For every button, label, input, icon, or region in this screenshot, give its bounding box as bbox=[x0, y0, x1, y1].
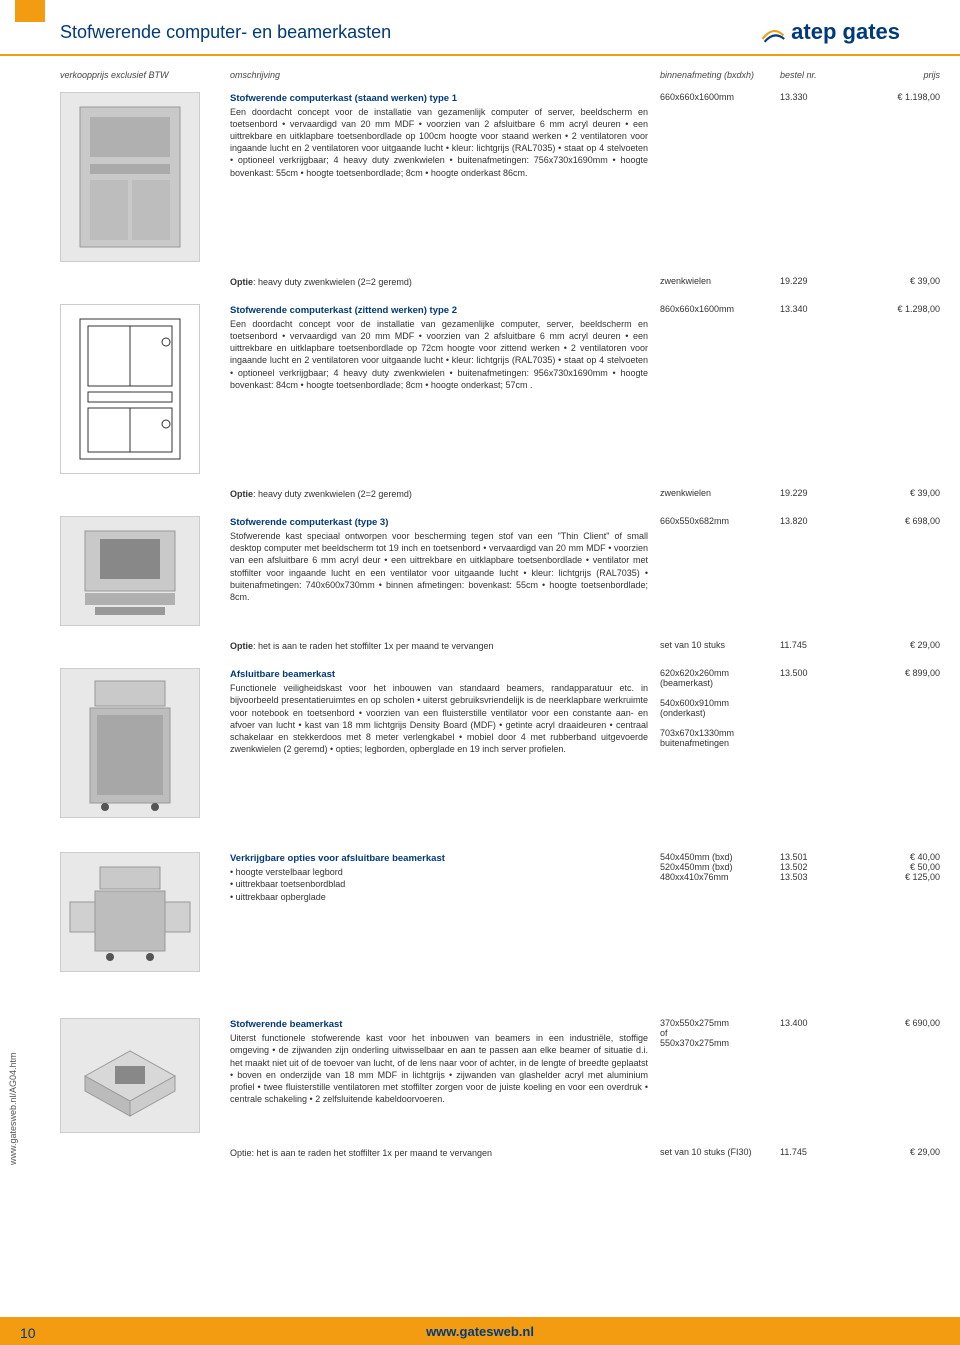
product-desc-text: Functionele veiligheidskast voor het inb… bbox=[230, 683, 648, 754]
option-dimensions: zwenkwielen bbox=[660, 488, 780, 500]
option-desc-text: : het is aan te raden het stoffilter 1x … bbox=[253, 641, 493, 651]
product-image bbox=[60, 516, 200, 626]
page-header: Stofwerende computer- en beamerkasten at… bbox=[0, 0, 960, 56]
product-desc-text: Een doordacht concept voor de installati… bbox=[230, 107, 648, 178]
product-row: Stofwerende computerkast (staand werken)… bbox=[0, 86, 960, 268]
option-description: Optie: het is aan te raden het stoffilte… bbox=[230, 1147, 660, 1159]
product-order-nr: 13.330 bbox=[780, 92, 850, 102]
option-row: Optie: heavy duty zwenkwielen (2=2 gerem… bbox=[0, 268, 960, 298]
option-order-nr: 11.745 bbox=[780, 1147, 850, 1159]
product-image-cell bbox=[60, 92, 230, 262]
product-title: Stofwerende beamerkast bbox=[230, 1019, 342, 1030]
product-image-cell bbox=[60, 668, 230, 818]
product-price: € 698,00 bbox=[850, 516, 940, 526]
option-desc-text: : heavy duty zwenkwielen (2=2 geremd) bbox=[253, 489, 412, 499]
product-row: Verkrijgbare opties voor afsluitbare bea… bbox=[0, 824, 960, 978]
product-title: Stofwerende computerkast (type 3) bbox=[230, 517, 388, 528]
product-order-nr: 13.340 bbox=[780, 304, 850, 314]
col-price-ex-vat: verkoopprijs exclusief BTW bbox=[60, 70, 230, 80]
product-description: Afsluitbare beamerkast Functionele veili… bbox=[230, 668, 660, 755]
product-image bbox=[60, 92, 200, 262]
option-row: Optie: heavy duty zwenkwielen (2=2 gerem… bbox=[0, 480, 960, 510]
product-image bbox=[60, 304, 200, 474]
product-desc-text: Stofwerende kast speciaal ontworpen voor… bbox=[230, 531, 648, 602]
product-description: Stofwerende computerkast (zittend werken… bbox=[230, 304, 660, 391]
option-label: Optie bbox=[230, 1148, 252, 1158]
product-order-nr: 13.501 13.502 13.503 bbox=[780, 852, 850, 882]
product-image-cell bbox=[60, 516, 230, 626]
product-image bbox=[60, 668, 200, 818]
option-row: Optie: het is aan te raden het stoffilte… bbox=[0, 1139, 960, 1169]
option-description: Optie: heavy duty zwenkwielen (2=2 gerem… bbox=[230, 276, 660, 288]
product-row: Stofwerende beamerkast Uiterst functione… bbox=[0, 978, 960, 1139]
column-headers: verkoopprijs exclusief BTW omschrijving … bbox=[0, 56, 960, 86]
product-image-cell bbox=[60, 1018, 230, 1133]
col-order-nr: bestel nr. bbox=[780, 70, 850, 80]
product-image-cell bbox=[60, 304, 230, 474]
product-price: € 1.198,00 bbox=[850, 92, 940, 102]
option-price: € 29,00 bbox=[850, 1147, 940, 1159]
product-row: Stofwerende computerkast (zittend werken… bbox=[0, 298, 960, 480]
product-row: Afsluitbare beamerkast Functionele veili… bbox=[0, 662, 960, 824]
col-description: omschrijving bbox=[230, 70, 660, 80]
option-order-nr: 19.229 bbox=[780, 488, 850, 500]
product-order-nr: 13.500 bbox=[780, 668, 850, 678]
product-title: Afsluitbare beamerkast bbox=[230, 669, 335, 680]
product-title: Stofwerende computerkast (staand werken)… bbox=[230, 93, 457, 104]
product-order-nr: 13.400 bbox=[780, 1018, 850, 1028]
product-price: € 899,00 bbox=[850, 668, 940, 678]
page-number: 10 bbox=[20, 1325, 36, 1341]
product-image bbox=[60, 1018, 200, 1133]
option-label: Optie bbox=[230, 489, 253, 499]
option-label: Optie bbox=[230, 641, 253, 651]
logo-icon bbox=[759, 18, 787, 46]
product-order-nr: 13.820 bbox=[780, 516, 850, 526]
option-dimensions: zwenkwielen bbox=[660, 276, 780, 288]
product-image bbox=[60, 852, 200, 972]
option-order-nr: 19.229 bbox=[780, 276, 850, 288]
product-description: Stofwerende beamerkast Uiterst functione… bbox=[230, 1018, 660, 1105]
option-desc-text: : heavy duty zwenkwielen (2=2 geremd) bbox=[253, 277, 412, 287]
product-price: € 40,00 € 50,00 € 125,00 bbox=[850, 852, 940, 882]
logo-text: atep gates bbox=[791, 19, 900, 45]
product-dimensions: 620x620x260mm (beamerkast) 540x600x910mm… bbox=[660, 668, 780, 748]
product-title: Stofwerende computerkast (zittend werken… bbox=[230, 305, 457, 316]
product-dimensions: 660x550x682mm bbox=[660, 516, 780, 526]
option-desc-text: : het is aan te raden het stoffilter 1x … bbox=[252, 1148, 492, 1158]
col-dimensions: binnenafmeting (bxdxh) bbox=[660, 70, 780, 80]
product-desc-text: Een doordacht concept voor de installati… bbox=[230, 319, 648, 390]
top-accent-bar bbox=[15, 0, 45, 22]
option-row: Optie: het is aan te raden het stoffilte… bbox=[0, 632, 960, 662]
product-price: € 1.298,00 bbox=[850, 304, 940, 314]
product-description: Verkrijgbare opties voor afsluitbare bea… bbox=[230, 852, 660, 902]
product-desc-text: • hoogte verstelbaar legbord • uittrekba… bbox=[230, 867, 345, 901]
page-footer: www.gatesweb.nl bbox=[0, 1317, 960, 1345]
option-price: € 39,00 bbox=[850, 488, 940, 500]
option-description: Optie: heavy duty zwenkwielen (2=2 gerem… bbox=[230, 488, 660, 500]
product-image-cell bbox=[60, 852, 230, 972]
brand-logo: atep gates bbox=[759, 18, 900, 46]
option-price: € 39,00 bbox=[850, 276, 940, 288]
option-description: Optie: het is aan te raden het stoffilte… bbox=[230, 640, 660, 652]
product-price: € 690,00 bbox=[850, 1018, 940, 1028]
footer-url: www.gatesweb.nl bbox=[426, 1324, 534, 1339]
product-desc-text: Uiterst functionele stofwerende kast voo… bbox=[230, 1033, 648, 1104]
product-dimensions: 370x550x275mm of 550x370x275mm bbox=[660, 1018, 780, 1048]
option-label: Optie bbox=[230, 277, 253, 287]
option-dimensions: set van 10 stuks (FI30) bbox=[660, 1147, 780, 1159]
product-description: Stofwerende computerkast (staand werken)… bbox=[230, 92, 660, 179]
option-order-nr: 11.745 bbox=[780, 640, 850, 652]
page-title: Stofwerende computer- en beamerkasten bbox=[60, 22, 391, 43]
product-dimensions: 540x450mm (bxd) 520x450mm (bxd) 480xx410… bbox=[660, 852, 780, 882]
product-description: Stofwerende computerkast (type 3) Stofwe… bbox=[230, 516, 660, 603]
product-row: Stofwerende computerkast (type 3) Stofwe… bbox=[0, 510, 960, 632]
option-price: € 29,00 bbox=[850, 640, 940, 652]
product-title: Verkrijgbare opties voor afsluitbare bea… bbox=[230, 853, 445, 864]
col-price: prijs bbox=[850, 70, 940, 80]
option-dimensions: set van 10 stuks bbox=[660, 640, 780, 652]
product-dimensions: 860x660x1600mm bbox=[660, 304, 780, 314]
side-url: www.gatesweb.nl/AG04.htm bbox=[8, 1052, 18, 1165]
product-dimensions: 660x660x1600mm bbox=[660, 92, 780, 102]
